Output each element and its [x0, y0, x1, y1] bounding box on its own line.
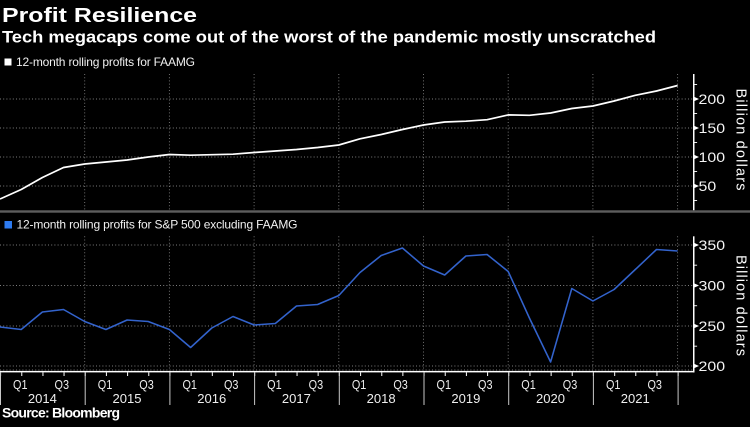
- svg-text:Q1: Q1: [437, 377, 452, 392]
- svg-text:2015: 2015: [113, 391, 142, 406]
- svg-text:300: 300: [699, 278, 726, 293]
- svg-text:Q3: Q3: [563, 377, 578, 392]
- svg-text:Q3: Q3: [224, 377, 239, 392]
- svg-text:2021: 2021: [621, 391, 650, 406]
- svg-text:250: 250: [699, 319, 726, 334]
- svg-text:2016: 2016: [197, 391, 226, 406]
- svg-text:12-month rolling profits for F: 12-month rolling profits for FAAMG: [16, 55, 195, 69]
- svg-text:Tech megacaps come out of the: Tech megacaps come out of the worst of t…: [2, 29, 656, 47]
- svg-text:Q3: Q3: [139, 377, 154, 392]
- svg-text:Q3: Q3: [309, 377, 324, 392]
- svg-text:150: 150: [699, 121, 726, 136]
- svg-text:350: 350: [699, 238, 726, 253]
- svg-text:Q1: Q1: [352, 377, 367, 392]
- svg-text:200: 200: [699, 92, 726, 107]
- svg-text:Profit Resilience: Profit Resilience: [2, 5, 197, 27]
- svg-text:Q3: Q3: [647, 377, 662, 392]
- svg-text:50: 50: [699, 179, 717, 194]
- svg-text:Q1: Q1: [606, 377, 621, 392]
- svg-text:Q1: Q1: [13, 377, 28, 392]
- svg-text:Q3: Q3: [393, 377, 408, 392]
- svg-text:2014: 2014: [28, 391, 57, 406]
- svg-text:Q3: Q3: [55, 377, 70, 392]
- svg-text:100: 100: [699, 150, 726, 165]
- svg-text:2020: 2020: [536, 391, 565, 406]
- svg-text:2018: 2018: [367, 391, 396, 406]
- svg-text:Q1: Q1: [267, 377, 282, 392]
- svg-text:12-month rolling profits for S: 12-month rolling profits for S&P 500 exc…: [17, 218, 298, 232]
- svg-text:200: 200: [699, 359, 726, 374]
- svg-text:Q3: Q3: [478, 377, 493, 392]
- svg-text:Q1: Q1: [98, 377, 113, 392]
- svg-text:Source: Bloomberg: Source: Bloomberg: [2, 405, 120, 421]
- svg-text:Q1: Q1: [182, 377, 197, 392]
- svg-text:Q1: Q1: [521, 377, 536, 392]
- svg-text:2017: 2017: [282, 391, 311, 406]
- svg-text:2019: 2019: [451, 391, 480, 406]
